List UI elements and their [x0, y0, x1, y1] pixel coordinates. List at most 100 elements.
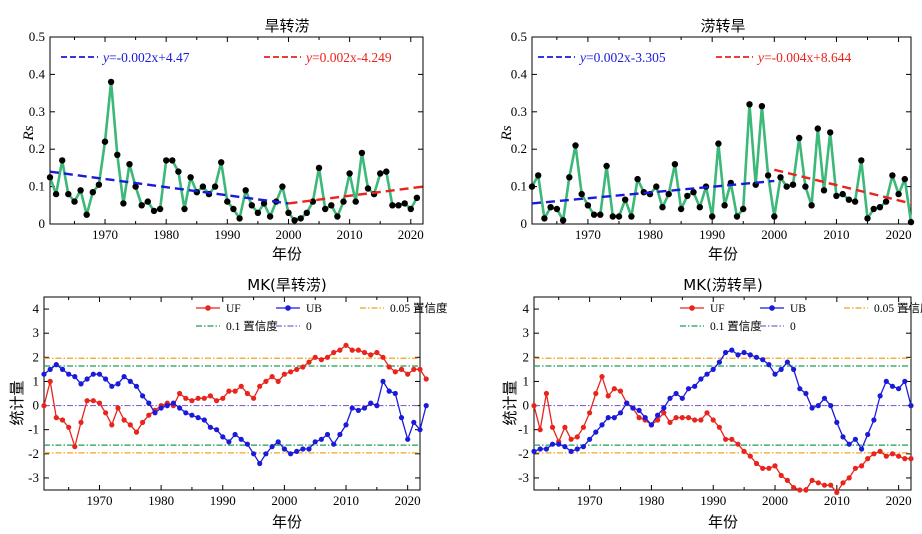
data-point-uf: [902, 456, 908, 462]
data-point-ub: [96, 371, 103, 377]
data-point-ub: [343, 422, 349, 428]
panel-title: MK(涝转旱): [683, 276, 762, 294]
plot-frame: [531, 36, 912, 225]
x-tick-label: 1990: [699, 227, 725, 242]
x-tick-label: 1980: [153, 227, 179, 242]
data-point-rs: [777, 174, 784, 181]
data-point-ub: [587, 436, 593, 442]
data-point-ub: [90, 371, 96, 377]
panel-rs-drought-to-flood: 旱转涝 Rs 年份 y=-0.002x+4.47 y=0.002x-4.249 …: [21, 17, 424, 263]
data-point-rs: [77, 187, 84, 194]
data-point-uf: [821, 482, 828, 488]
legend: UF UB 0.05 置信度 0.1 置信度 0: [680, 301, 922, 333]
data-point-ub: [537, 446, 543, 452]
panel-title: 涝转旱: [700, 17, 745, 35]
x-tick-label: 2000: [275, 227, 301, 242]
data-point-ub: [103, 376, 109, 382]
data-point-uf: [251, 395, 257, 401]
data-point-uf: [337, 347, 343, 353]
data-point-rs: [876, 204, 884, 211]
data-point-uf: [84, 398, 90, 404]
data-point-ub: [667, 395, 673, 401]
data-point-ub: [72, 374, 78, 380]
data-point-ub: [747, 352, 753, 358]
data-point-rs: [334, 213, 341, 220]
data-point-ub: [288, 451, 294, 457]
data-point-ub: [791, 366, 797, 372]
data-point-rs: [218, 159, 225, 166]
data-point-ub: [896, 386, 902, 392]
data-point-ub: [908, 403, 914, 409]
y-tick-label: 0: [521, 216, 528, 231]
data-point-uf: [778, 472, 784, 479]
data-point-rs: [95, 181, 103, 188]
data-point-uf: [889, 451, 896, 457]
data-point-rs: [328, 202, 335, 209]
data-point-ub: [127, 378, 133, 384]
data-point-uf: [115, 405, 121, 411]
x-axis-label: 年份: [708, 513, 738, 531]
data-point-ub: [636, 407, 642, 413]
data-point-ub: [852, 436, 859, 442]
y-tick-label: 4: [523, 301, 530, 316]
data-point-rs: [895, 190, 902, 198]
data-point-uf: [349, 347, 355, 353]
data-point-uf: [392, 369, 398, 375]
data-point-rs: [120, 200, 127, 207]
data-point-rs: [864, 215, 871, 222]
data-point-uf: [53, 415, 59, 421]
data-point-rs: [783, 183, 790, 190]
data-point-rs: [796, 134, 803, 142]
data-point-uf: [753, 460, 760, 467]
data-point-uf: [908, 456, 914, 462]
data-point-uf: [735, 441, 741, 447]
data-point-rs: [156, 205, 164, 213]
data-point-rs: [566, 174, 573, 181]
plot-area: 1970 1980 1990 2000 2010 2020 0 0.1 0.2 0.3 0.4 0.5: [29, 29, 424, 242]
data-point-uf: [386, 364, 392, 370]
y-tick-label: -2: [518, 446, 529, 461]
data-point-uf: [661, 410, 667, 416]
data-point-ub: [568, 448, 574, 454]
x-tick-label: 1970: [577, 493, 603, 508]
data-point-uf: [361, 349, 368, 356]
data-point-uf: [723, 436, 729, 442]
data-point-rs: [126, 161, 133, 168]
data-point-ub: [263, 451, 269, 457]
data-point-rs: [833, 192, 840, 200]
data-point-rs: [383, 168, 390, 175]
data-point-ub: [380, 378, 386, 384]
data-point-rs: [907, 218, 915, 226]
data-point-rs: [46, 174, 54, 181]
data-point-rs: [254, 209, 262, 216]
series-line-uf: [533, 375, 911, 494]
data-point-ub: [741, 349, 747, 356]
y-axis-label: Rs: [499, 125, 515, 141]
data-point-rs: [248, 202, 255, 209]
y-tick-label: 0.5: [29, 29, 45, 44]
data-point-ub: [392, 390, 398, 397]
data-point-rs: [175, 168, 182, 175]
data-point-uf: [617, 388, 624, 394]
data-point-ub: [53, 362, 59, 368]
data-point-uf: [599, 374, 605, 380]
y-tick-label: 0.3: [511, 104, 527, 119]
data-point-ub: [133, 383, 140, 389]
data-point-rs: [677, 205, 685, 213]
data-point-uf: [760, 465, 766, 471]
data-point-ub: [59, 366, 66, 372]
x-tick-label: 2020: [395, 493, 421, 508]
data-point-ub: [368, 400, 374, 406]
data-point-rs: [71, 198, 78, 205]
data-point-ub: [692, 383, 698, 389]
data-point-ub: [318, 436, 324, 442]
legend: UF UB 0.05 置信度 0.1 置信度 0: [196, 301, 448, 333]
y-tick-label: -3: [518, 470, 529, 485]
data-point-uf: [269, 374, 275, 380]
data-point-uf: [710, 417, 716, 423]
data-point-rs: [89, 189, 97, 196]
data-point-ub: [312, 439, 318, 445]
data-point-uf: [207, 393, 213, 399]
data-point-rs: [230, 205, 237, 213]
data-point-ub: [214, 427, 220, 433]
